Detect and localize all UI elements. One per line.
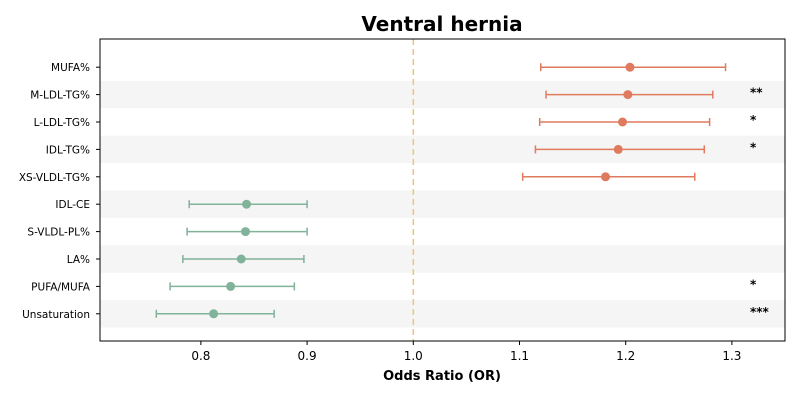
significance-marker: **: [750, 86, 763, 100]
x-tick-label: 0.9: [298, 349, 317, 363]
row-label: IDL-CE: [55, 199, 90, 211]
row-label: S-VLDL-PL%: [27, 227, 90, 239]
x-tick-label: 1.1: [510, 349, 529, 363]
or-point: [209, 309, 219, 319]
or-point: [242, 199, 252, 209]
row-label: IDL-TG%: [46, 144, 90, 156]
rows-group: MUFA% M-LDL-TG% ** L-LDL-TG% * IDL-TG% * XS-VLD…: [19, 62, 770, 321]
or-point: [625, 62, 635, 72]
significance-marker: *: [750, 140, 757, 154]
row-label: PUFA/MUFA: [31, 281, 91, 293]
significance-marker: *: [750, 277, 757, 291]
row-label: MUFA%: [51, 62, 90, 74]
row-label: M-LDL-TG%: [30, 90, 90, 102]
row-label: LA%: [67, 254, 90, 266]
plot-frame: [99, 38, 786, 342]
x-tick-label: 1.2: [616, 349, 635, 363]
or-point: [623, 90, 633, 100]
or-point: [240, 227, 250, 237]
row-label: XS-VLDL-TG%: [19, 172, 90, 184]
row-label: Unsaturation: [22, 309, 90, 321]
x-axis: 0.8 0.9 1.0 1.1 1.2 1.3: [191, 341, 741, 363]
x-tick-label: 0.8: [191, 349, 210, 363]
chart-title: Ventral hernia: [361, 12, 522, 36]
x-tick-label: 1.3: [722, 349, 741, 363]
or-point: [236, 254, 246, 264]
row-label: L-LDL-TG%: [34, 117, 90, 129]
significance-marker: ***: [750, 305, 770, 319]
x-tick-label: 1.0: [404, 349, 423, 363]
or-point: [618, 117, 628, 127]
x-axis-label: Odds Ratio (OR): [383, 369, 501, 384]
significance-marker: *: [750, 113, 757, 127]
or-point: [601, 172, 611, 182]
or-point: [226, 281, 236, 291]
or-point: [613, 144, 623, 154]
